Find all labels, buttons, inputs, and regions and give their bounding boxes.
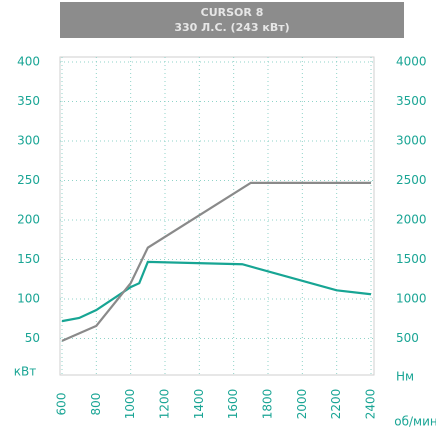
y-tick-label: 100: [17, 292, 40, 306]
y-tick-label: 150: [17, 252, 40, 266]
y-tick-label: 200: [17, 213, 40, 227]
x-tick-label: 1800: [261, 389, 275, 420]
header-box: [60, 2, 404, 38]
series-line: [61, 181, 371, 342]
x-tick-label: 800: [89, 393, 103, 416]
plot-area: [59, 56, 375, 376]
series-line: [61, 260, 372, 323]
x-tick-label: 1000: [123, 389, 137, 420]
y-tick-label: 350: [17, 94, 40, 108]
chart-title: CURSOR 8: [201, 6, 264, 19]
y2-tick-label: 1000: [396, 292, 427, 306]
y-tick-label: 250: [17, 173, 40, 187]
x-tick-label: 1600: [226, 389, 240, 420]
y-tick-label: 50: [25, 331, 40, 345]
y2-tick-label: 3500: [396, 94, 427, 108]
x-tick-label: 2200: [329, 389, 343, 420]
y2-tick-label: 2000: [396, 213, 427, 227]
y-tick-label: 400: [17, 55, 40, 69]
x-tick-label: 1200: [158, 389, 172, 420]
chart-subtitle: 330 Л.С. (243 кВт): [174, 21, 289, 34]
y2-tick-label: 2500: [396, 173, 427, 187]
x-axis-label: об/мин: [394, 415, 436, 429]
y2-axis-label: Нм: [396, 370, 414, 384]
y-axis-label: кВт: [14, 365, 36, 379]
x-tick-label: 1400: [192, 389, 206, 420]
y-tick-label: 300: [17, 134, 40, 148]
y2-tick-label: 1500: [396, 252, 427, 266]
x-tick-label: 600: [55, 393, 69, 416]
y2-tick-label: 500: [396, 331, 419, 345]
y2-tick-label: 4000: [396, 55, 427, 69]
x-tick-label: 2400: [364, 389, 378, 420]
y2-tick-label: 3000: [396, 134, 427, 148]
x-tick-label: 2000: [295, 389, 309, 420]
